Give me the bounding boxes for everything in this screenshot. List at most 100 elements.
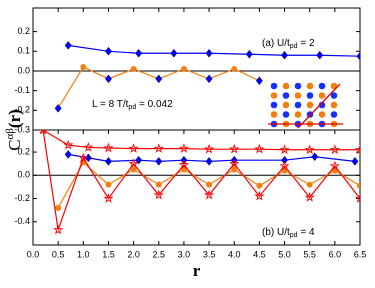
marker [354,144,360,155]
marker [80,64,87,71]
plot-area [39,130,360,235]
marker [153,143,164,153]
y-tick-label: 0.1 [17,46,30,56]
annotation-tail: = 4 [298,227,315,238]
marker [279,144,290,155]
y-tick-label: 0.2 [17,26,30,36]
marker [128,143,139,153]
marker [180,66,187,72]
annotation-sub: pd [290,43,298,50]
lattice-site [330,111,338,118]
x-tick-label: 5.0 [278,249,291,259]
lattice-site [282,111,290,118]
marker [256,182,263,189]
marker [155,157,163,166]
marker [130,166,137,173]
marker [83,142,94,152]
plot-area [54,41,360,113]
marker [304,144,315,155]
marker [316,50,324,60]
lattice-site [330,101,338,109]
marker [64,41,72,50]
marker [78,152,89,163]
lattice-site [318,101,326,109]
series-line [42,130,360,151]
x-tick-label: 2.5 [153,249,166,259]
marker [357,182,360,189]
lattice-site [282,92,290,99]
lattice-site [318,92,326,99]
annotation-text: L = 8 T/t [92,99,129,110]
marker [255,76,263,86]
y-tick-label: -0.1 [14,85,30,95]
marker [254,190,265,201]
marker [105,181,112,188]
y-tick-label: -0.3 [14,124,30,134]
marker [105,46,112,56]
marker [229,143,240,154]
series-line [68,44,360,57]
lattice-site [270,101,278,109]
lattice-site [306,92,314,99]
marker [356,51,360,61]
marker [135,48,143,58]
y-label-base: C [5,139,24,150]
x-tick-label: 3.5 [203,249,216,259]
marker [205,48,213,58]
marker [128,158,139,169]
lattice-site [318,111,326,118]
marker [178,159,190,170]
marker [231,66,238,72]
marker [279,160,290,171]
marker [155,74,163,84]
marker [231,166,238,173]
marker [205,74,213,84]
marker [311,152,319,162]
lattice-site [270,111,278,118]
marker [203,143,215,154]
x-tick-label: 1.0 [77,249,90,259]
x-tick-label: 6.5 [354,249,367,259]
lattice-site [270,92,278,99]
lattice-site [318,82,326,90]
lattice-site [294,111,302,118]
annotation: (a) U/tpd = 2 [262,38,315,51]
annotation-sub: pd [290,232,298,239]
marker [55,204,62,211]
marker [329,144,340,155]
marker [254,143,265,154]
y-tick-label: -0.2 [14,193,30,203]
marker [64,150,72,159]
marker [304,191,315,202]
annotation: L = 8 T/tpd = 0.042 [92,99,173,112]
lattice-site [306,101,314,109]
x-tick-label: 5.5 [303,249,316,259]
inset-bg [264,80,344,128]
y-axis-label: Cαβ(r) [4,109,24,151]
marker [39,130,47,135]
marker [229,158,240,169]
marker [63,139,74,150]
x-tick-label: 4.0 [228,249,241,259]
x-tick-label: 0.5 [52,249,65,259]
y-label-sup: αβ [4,128,16,140]
marker [354,193,360,203]
marker [306,181,313,188]
marker [351,157,359,166]
lattice-site [294,101,302,109]
marker [170,48,178,58]
y-tick-label: 0.0 [17,170,30,180]
x-tick-label: 3.0 [178,249,191,259]
marker [105,74,112,84]
x-tick-label: 0.0 [27,249,40,259]
lattice-site [294,82,302,90]
series-line [42,130,360,231]
inset-line [297,83,341,129]
annotation-text: (b) U/t [262,227,290,238]
marker [130,66,137,72]
y-tick-label: 0.2 [17,146,30,156]
marker [245,49,253,59]
lattice-inset [264,80,344,129]
lattice-site [282,101,290,109]
